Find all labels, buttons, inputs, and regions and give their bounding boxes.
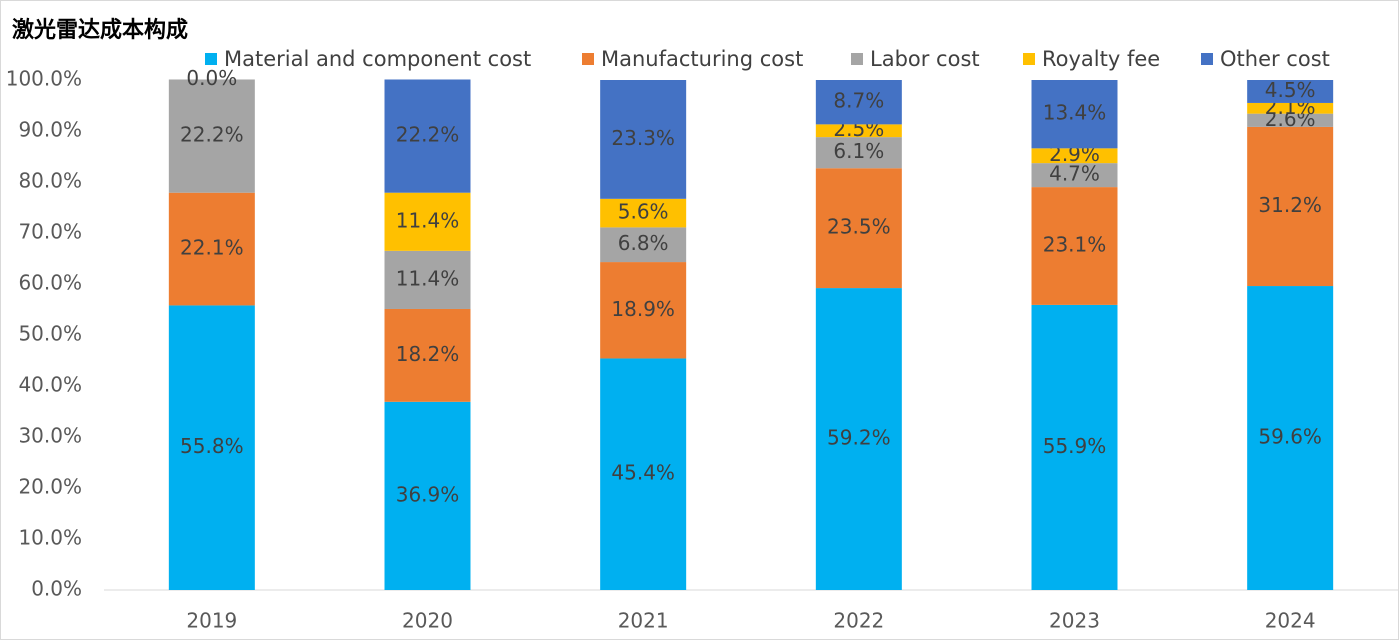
data-label: 11.4% xyxy=(396,266,460,290)
y-tick-label: 30.0% xyxy=(18,424,82,448)
data-label: 45.4% xyxy=(611,461,675,485)
bar-segment xyxy=(384,250,471,309)
data-label: 22.2% xyxy=(396,123,460,147)
bar-segment xyxy=(815,168,902,289)
y-tick-label: 10.0% xyxy=(18,526,82,550)
bar-segment xyxy=(168,192,255,306)
legend-label: Other cost xyxy=(1220,47,1330,71)
bar-segment xyxy=(1031,80,1118,149)
data-label: 6.1% xyxy=(833,139,884,163)
data-label: 13.4% xyxy=(1043,101,1107,125)
data-label: 31.2% xyxy=(1258,193,1322,217)
legend-swatch xyxy=(1201,53,1213,65)
bar-segment xyxy=(1247,113,1334,127)
bar-segment xyxy=(384,308,471,402)
bar-segment xyxy=(600,358,687,590)
bar-segment xyxy=(1247,80,1334,103)
bar-segment xyxy=(384,401,471,590)
legend-label: Labor cost xyxy=(870,47,980,71)
legend-label: Royalty fee xyxy=(1042,47,1160,71)
data-label: 59.6% xyxy=(1258,425,1322,449)
bar-segment xyxy=(600,198,687,228)
legend-label: Manufacturing cost xyxy=(601,47,803,71)
x-tick-label: 2024 xyxy=(1265,609,1316,633)
x-tick-label: 2021 xyxy=(618,609,669,633)
chart-title: 激光雷达成本构成 xyxy=(12,17,188,43)
bar-segment xyxy=(815,137,902,169)
bar-segment xyxy=(1031,148,1118,164)
bar-segment xyxy=(815,288,902,590)
legend-swatch xyxy=(205,53,217,65)
bar-segment xyxy=(1247,102,1334,114)
bar-segment xyxy=(384,79,471,193)
x-tick-label: 2022 xyxy=(833,609,884,633)
bar-segment xyxy=(600,262,687,359)
y-tick-label: 20.0% xyxy=(18,475,82,499)
bar-segment xyxy=(168,79,255,193)
data-label: 55.8% xyxy=(180,434,244,458)
y-tick-label: 100.0% xyxy=(6,67,82,91)
bar-segment xyxy=(815,80,902,125)
legend-swatch xyxy=(582,53,594,65)
bar-segment xyxy=(168,305,255,590)
data-label: 6.8% xyxy=(618,231,669,255)
data-label: 23.5% xyxy=(827,215,891,239)
bar-segment xyxy=(384,192,471,251)
legend-swatch xyxy=(851,53,863,65)
x-tick-label: 2023 xyxy=(1049,609,1100,633)
y-tick-label: 80.0% xyxy=(18,169,82,193)
bar-segment xyxy=(1247,286,1334,590)
data-label: 23.1% xyxy=(1043,233,1107,257)
y-tick-label: 0.0% xyxy=(31,577,82,601)
y-tick-label: 90.0% xyxy=(18,118,82,142)
bar-segment xyxy=(1031,163,1118,188)
y-tick-label: 50.0% xyxy=(18,322,82,346)
data-label: 0.0% xyxy=(186,66,237,90)
legend-swatch xyxy=(1023,53,1035,65)
bar-segment xyxy=(1031,304,1118,590)
y-tick-label: 40.0% xyxy=(18,373,82,397)
bar-segment xyxy=(815,124,902,138)
bar-segment xyxy=(1247,126,1334,287)
legend-label: Material and component cost xyxy=(224,47,531,71)
data-label: 11.4% xyxy=(396,208,460,232)
x-tick-label: 2019 xyxy=(186,609,237,633)
data-label: 5.6% xyxy=(618,200,669,224)
data-label: 4.5% xyxy=(1265,78,1316,102)
data-label: 36.9% xyxy=(396,482,460,506)
data-label: 22.2% xyxy=(180,123,244,147)
data-label: 8.7% xyxy=(833,89,884,113)
data-label: 23.3% xyxy=(611,126,675,150)
y-tick-label: 70.0% xyxy=(18,220,82,244)
data-label: 22.1% xyxy=(180,236,244,260)
data-label: 18.9% xyxy=(611,297,675,321)
bar-segment xyxy=(600,227,687,263)
data-label: 18.2% xyxy=(396,342,460,366)
bar-segment xyxy=(600,80,687,199)
bar-segment xyxy=(1031,187,1118,305)
data-label: 55.9% xyxy=(1043,434,1107,458)
y-tick-label: 60.0% xyxy=(18,271,82,295)
data-label: 4.7% xyxy=(1049,162,1100,186)
x-tick-label: 2020 xyxy=(402,609,453,633)
data-label: 59.2% xyxy=(827,426,891,450)
